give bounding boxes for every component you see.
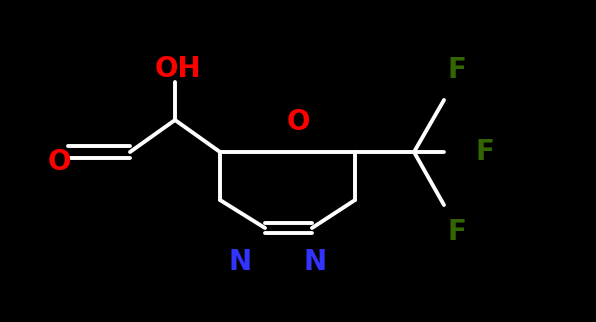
Text: O: O	[286, 108, 310, 136]
Text: F: F	[448, 218, 467, 246]
Text: F: F	[475, 138, 494, 166]
Text: O: O	[48, 148, 72, 176]
Text: F: F	[448, 56, 467, 84]
Text: OH: OH	[155, 55, 201, 83]
Text: N: N	[228, 248, 252, 276]
Text: N: N	[303, 248, 327, 276]
